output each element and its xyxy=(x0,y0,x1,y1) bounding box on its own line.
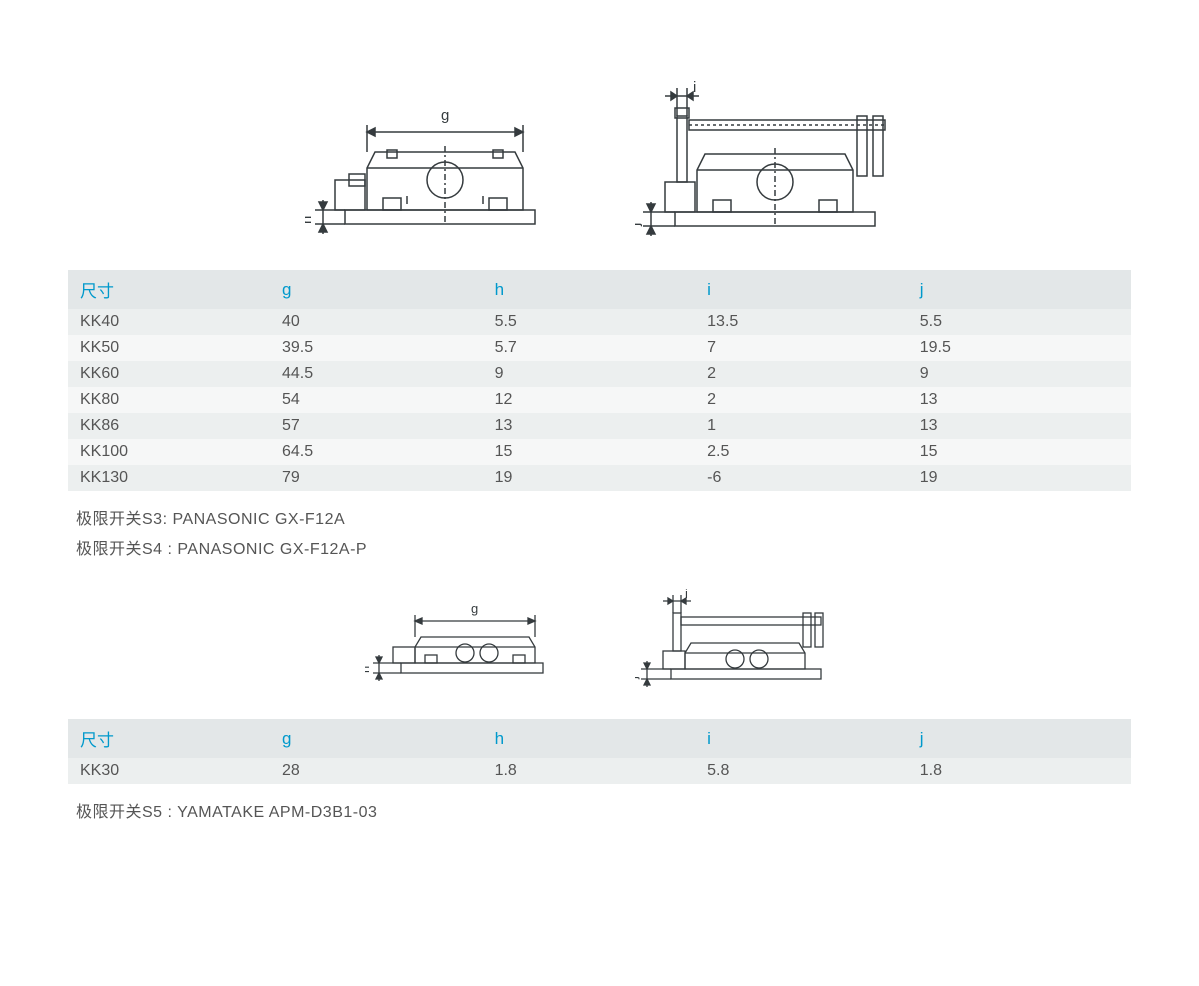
table-cell: 2 xyxy=(695,387,908,413)
col-header: i xyxy=(695,270,908,309)
table-row: KK865713113 xyxy=(68,413,1131,439)
dim-label-g: g xyxy=(471,601,478,616)
table-cell: 64.5 xyxy=(270,439,483,465)
dimension-table-2: 尺寸 g h i j KK30281.85.81.8 xyxy=(68,719,1131,784)
table-cell: 15 xyxy=(483,439,696,465)
diagram-left-small: g h xyxy=(365,589,555,689)
diagram-right-small: i j xyxy=(635,589,835,699)
table-cell: 12 xyxy=(483,387,696,413)
diagram-left-large: g h xyxy=(305,80,555,240)
col-header: h xyxy=(483,719,696,758)
table-row: KK6044.5929 xyxy=(68,361,1131,387)
table-cell: 19 xyxy=(483,465,696,491)
table-cell: 9 xyxy=(908,361,1131,387)
table-cell: 79 xyxy=(270,465,483,491)
table-row: KK40405.513.55.5 xyxy=(68,309,1131,335)
note-line: 极限开关S4 : PANASONIC GX-F12A-P xyxy=(76,535,1131,559)
table-cell: 2 xyxy=(695,361,908,387)
note-line: 极限开关S5 : YAMATAKE APM-D3B1-03 xyxy=(76,798,1131,822)
table-cell: 13.5 xyxy=(695,309,908,335)
col-header: j xyxy=(908,270,1131,309)
dim-label-j: j xyxy=(635,223,643,227)
table-cell: 2.5 xyxy=(695,439,908,465)
table-cell: 7 xyxy=(695,335,908,361)
dimension-table-1: 尺寸 g h i j KK40405.513.55.5KK5039.55.771… xyxy=(68,270,1131,491)
col-header: 尺寸 xyxy=(68,270,270,309)
table-row: KK805412213 xyxy=(68,387,1131,413)
table-cell: 40 xyxy=(270,309,483,335)
table-row: KK5039.55.7719.5 xyxy=(68,335,1131,361)
table-cell: 1.8 xyxy=(908,758,1131,784)
table-cell: 13 xyxy=(908,413,1131,439)
col-header: h xyxy=(483,270,696,309)
dim-label-h: h xyxy=(305,216,315,224)
col-header: g xyxy=(270,719,483,758)
table-row: KK10064.5152.515 xyxy=(68,439,1131,465)
table-cell: 5.8 xyxy=(695,758,908,784)
table-cell: 5.5 xyxy=(908,309,1131,335)
col-header: 尺寸 xyxy=(68,719,270,758)
table-cell: 19.5 xyxy=(908,335,1131,361)
diagram-row-1: g h xyxy=(68,80,1131,250)
table-row: KK1307919-619 xyxy=(68,465,1131,491)
table-cell: KK40 xyxy=(68,309,270,335)
table-cell: 28 xyxy=(270,758,483,784)
table-header-row: 尺寸 g h i j xyxy=(68,719,1131,758)
table-cell: KK80 xyxy=(68,387,270,413)
table-cell: 39.5 xyxy=(270,335,483,361)
table-cell: -6 xyxy=(695,465,908,491)
table-cell: 54 xyxy=(270,387,483,413)
note-line: 极限开关S3: PANASONIC GX-F12A xyxy=(76,505,1131,529)
dim-label-g: g xyxy=(441,107,449,124)
table-row: KK30281.85.81.8 xyxy=(68,758,1131,784)
table-cell: KK130 xyxy=(68,465,270,491)
table-cell: 19 xyxy=(908,465,1131,491)
table-cell: KK86 xyxy=(68,413,270,439)
diagram-row-2: g h xyxy=(68,589,1131,699)
table-cell: KK30 xyxy=(68,758,270,784)
diagram-right-large: i j xyxy=(635,80,895,250)
dim-label-i: i xyxy=(685,589,688,601)
col-header: g xyxy=(270,270,483,309)
dim-label-j: j xyxy=(635,676,640,680)
table-cell: KK50 xyxy=(68,335,270,361)
notes-block-2: 极限开关S5 : YAMATAKE APM-D3B1-03 xyxy=(68,798,1131,822)
table-cell: 44.5 xyxy=(270,361,483,387)
table-cell: 13 xyxy=(908,387,1131,413)
table-header-row: 尺寸 g h i j xyxy=(68,270,1131,309)
table-cell: 13 xyxy=(483,413,696,439)
table-cell: 57 xyxy=(270,413,483,439)
col-header: i xyxy=(695,719,908,758)
table-cell: 5.5 xyxy=(483,309,696,335)
table-cell: KK60 xyxy=(68,361,270,387)
col-header: j xyxy=(908,719,1131,758)
table-cell: 1.8 xyxy=(483,758,696,784)
notes-block-1: 极限开关S3: PANASONIC GX-F12A 极限开关S4 : PANAS… xyxy=(68,505,1131,559)
dim-label-h: h xyxy=(365,666,372,673)
table-cell: 5.7 xyxy=(483,335,696,361)
dim-label-i: i xyxy=(693,80,696,96)
table-cell: 9 xyxy=(483,361,696,387)
table-cell: KK100 xyxy=(68,439,270,465)
table-cell: 1 xyxy=(695,413,908,439)
table-cell: 15 xyxy=(908,439,1131,465)
